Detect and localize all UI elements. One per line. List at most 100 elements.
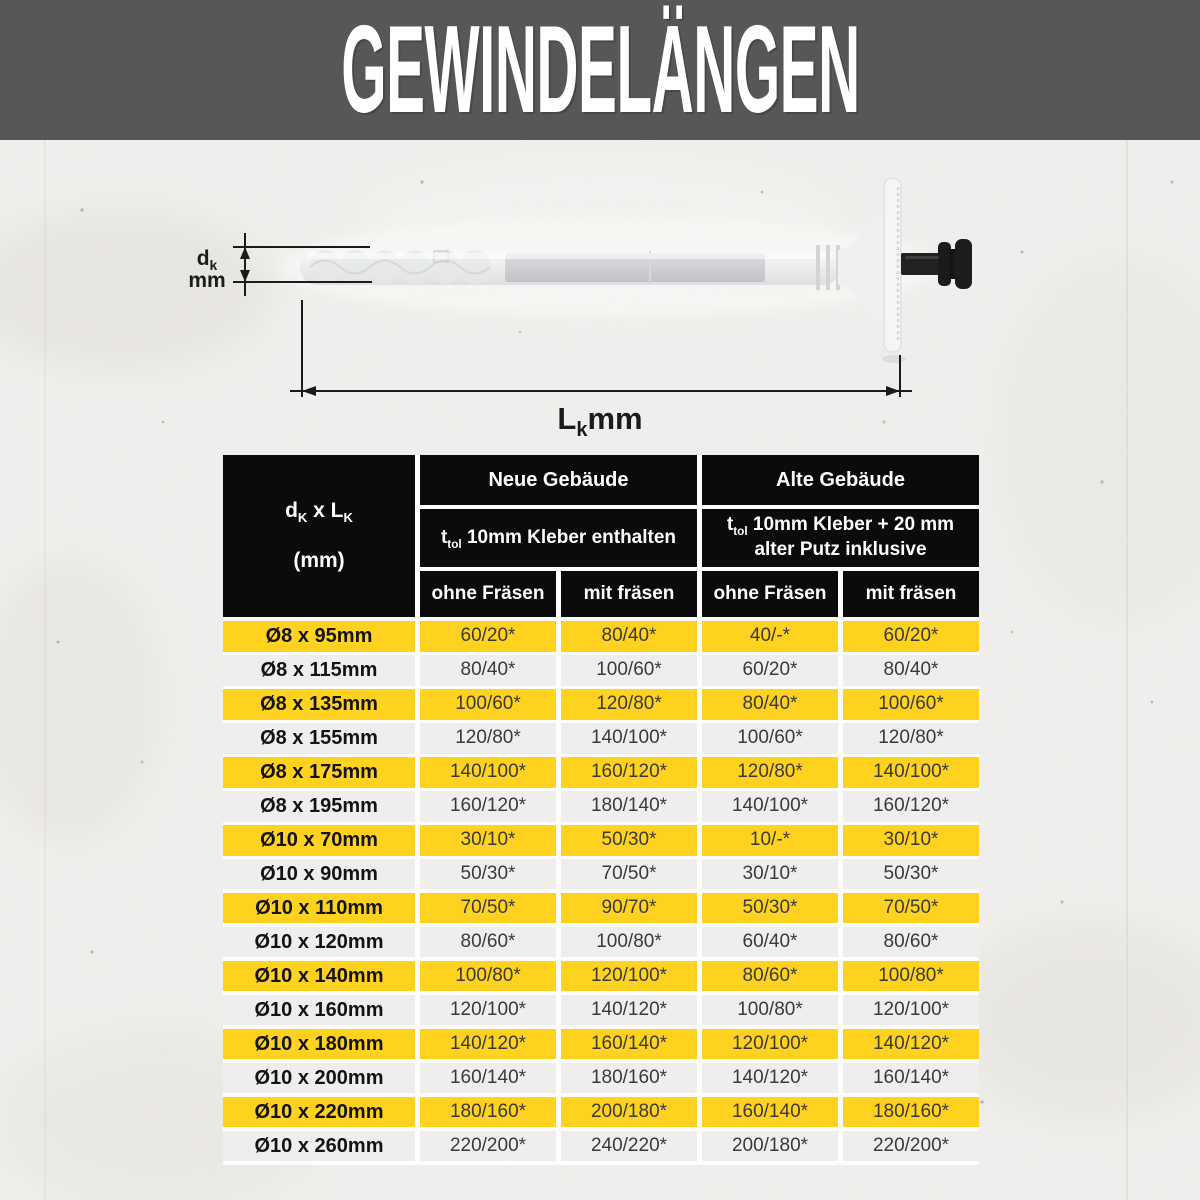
row-value: 160/140* — [702, 1096, 838, 1128]
row-value: 140/100* — [561, 722, 697, 754]
table-header: dK x LK (mm) Neue Gebäude Alte Gebäude t… — [223, 455, 979, 617]
spec-table: dK x LK (mm) Neue Gebäude Alte Gebäude t… — [223, 455, 979, 1166]
page-banner: GEWINDELÄNGEN — [0, 0, 1200, 140]
table-row: Ø10 x 220mm 180/160* 200/180* 160/140* 1… — [223, 1096, 979, 1128]
row-value: 180/160* — [843, 1096, 979, 1128]
table-row: Ø10 x 160mm 120/100* 140/120* 100/80* 12… — [223, 994, 979, 1026]
row-value: 240/220* — [561, 1130, 697, 1162]
row-label: Ø10 x 90mm — [223, 858, 415, 890]
table-row: Ø10 x 110mm 70/50* 90/70* 50/30* 70/50* — [223, 892, 979, 924]
row-value: 120/80* — [843, 722, 979, 754]
row-value: 180/160* — [561, 1062, 697, 1094]
shaft-highlight — [308, 253, 833, 259]
row-value: 60/40* — [702, 926, 838, 958]
row-value: 30/10* — [420, 824, 556, 856]
page-title: GEWINDELÄNGEN — [340, 1, 860, 139]
dk-dimension-label: dk — [197, 247, 218, 273]
row-label: Ø10 x 180mm — [223, 1028, 415, 1060]
dowel-funnel — [838, 209, 886, 326]
row-value: 200/180* — [561, 1096, 697, 1128]
row-label: Ø10 x 110mm — [223, 892, 415, 924]
row-label: Ø10 x 260mm — [223, 1130, 415, 1162]
row-label: Ø8 x 195mm — [223, 790, 415, 822]
row-value: 30/10* — [702, 858, 838, 890]
row-value: 120/100* — [420, 994, 556, 1026]
row-value: 80/40* — [420, 654, 556, 686]
row-value: 100/80* — [420, 960, 556, 992]
row-value: 200/180* — [702, 1130, 838, 1162]
row-value: 40/-* — [702, 621, 838, 652]
row-label: Ø8 x 115mm — [223, 654, 415, 686]
row-value: 70/50* — [561, 858, 697, 890]
row-label: Ø10 x 70mm — [223, 824, 415, 856]
table-row: Ø10 x 70mm 30/10* 50/30* 10/-* 30/10* — [223, 824, 979, 856]
row-value: 50/30* — [702, 892, 838, 924]
table-row: Ø10 x 200mm 160/140* 180/160* 140/120* 1… — [223, 1062, 979, 1094]
row-value: 80/60* — [843, 926, 979, 958]
row-value: 60/20* — [702, 654, 838, 686]
dowel-body — [300, 177, 972, 363]
table-row: Ø10 x 120mm 80/60* 100/80* 60/40* 80/60* — [223, 926, 979, 958]
header-mit-fraesen-alt: mit fräsen — [843, 571, 979, 617]
header-mit-fraesen-neu: mit fräsen — [561, 571, 697, 617]
disc-shadow — [882, 355, 906, 363]
table-row: Ø8 x 175mm 140/100* 160/120* 120/80* 140… — [223, 756, 979, 788]
header-neue-gebaeude: Neue Gebäude — [420, 455, 697, 505]
row-value: 70/50* — [420, 892, 556, 924]
dk-dimension-lines — [233, 233, 372, 296]
anchor-diagram: dk mm Lkmm — [188, 177, 972, 441]
row-value: 140/100* — [702, 790, 838, 822]
table-row: Ø8 x 95mm 60/20* 80/40* 40/-* 60/20* — [223, 621, 979, 652]
row-value: 120/100* — [843, 994, 979, 1026]
table-row: Ø10 x 140mm 100/80* 120/100* 80/60* 100/… — [223, 960, 979, 992]
dk-dimension-unit: mm — [188, 269, 225, 292]
table-row: Ø8 x 195mm 160/120* 180/140* 140/100* 16… — [223, 790, 979, 822]
lk-dimension-arrows — [302, 386, 900, 396]
row-value: 80/60* — [702, 960, 838, 992]
row-value: 220/200* — [843, 1130, 979, 1162]
row-label: Ø10 x 140mm — [223, 960, 415, 992]
dk-dimension-arrows — [240, 247, 250, 282]
row-value: 120/80* — [420, 722, 556, 754]
table-row: Ø10 x 180mm 140/120* 160/140* 120/100* 1… — [223, 1028, 979, 1060]
row-value: 100/60* — [420, 688, 556, 720]
row-value: 80/40* — [843, 654, 979, 686]
header-ohne-fraesen-alt: ohne Fräsen — [702, 571, 838, 617]
row-value: 160/140* — [843, 1062, 979, 1094]
table-row: Ø10 x 260mm 220/200* 240/220* 200/180* 2… — [223, 1130, 979, 1162]
row-value: 100/80* — [561, 926, 697, 958]
row-value: 220/200* — [420, 1130, 556, 1162]
header-ttol-alte: ttol 10mm Kleber + 20 mm alter Putz inkl… — [702, 509, 979, 567]
dowel-inner-nail — [505, 253, 765, 282]
header-ohne-fraesen-neu: ohne Fräsen — [420, 571, 556, 617]
header-alte-gebaeude: Alte Gebäude — [702, 455, 979, 505]
row-label: Ø10 x 160mm — [223, 994, 415, 1026]
row-value: 70/50* — [843, 892, 979, 924]
row-value: 10/-* — [702, 824, 838, 856]
row-label: Ø8 x 175mm — [223, 756, 415, 788]
row-value: 120/80* — [702, 756, 838, 788]
row-value: 100/80* — [702, 994, 838, 1026]
table-row: Ø8 x 115mm 80/40* 100/60* 60/20* 80/40* — [223, 654, 979, 686]
row-value: 160/140* — [561, 1028, 697, 1060]
lk-dimension-label: Lkmm — [557, 401, 642, 441]
row-value: 140/100* — [420, 756, 556, 788]
row-label: Ø8 x 135mm — [223, 688, 415, 720]
row-value: 160/120* — [843, 790, 979, 822]
table-body: Ø8 x 95mm 60/20* 80/40* 40/-* 60/20* Ø8 … — [223, 617, 979, 1162]
row-value: 140/120* — [420, 1028, 556, 1060]
row-value: 160/120* — [420, 790, 556, 822]
row-value: 60/20* — [843, 621, 979, 652]
row-label: Ø10 x 220mm — [223, 1096, 415, 1128]
shaft-rings — [816, 245, 840, 290]
row-value: 140/120* — [561, 994, 697, 1026]
row-value: 60/20* — [420, 621, 556, 652]
header-dk-lk-formula: dK x LK — [285, 499, 353, 526]
row-value: 160/120* — [561, 756, 697, 788]
row-value: 140/120* — [702, 1062, 838, 1094]
row-value: 160/140* — [420, 1062, 556, 1094]
row-label: Ø10 x 120mm — [223, 926, 415, 958]
table-row: Ø8 x 155mm 120/80* 140/100* 100/60* 120/… — [223, 722, 979, 754]
row-value: 140/100* — [843, 756, 979, 788]
